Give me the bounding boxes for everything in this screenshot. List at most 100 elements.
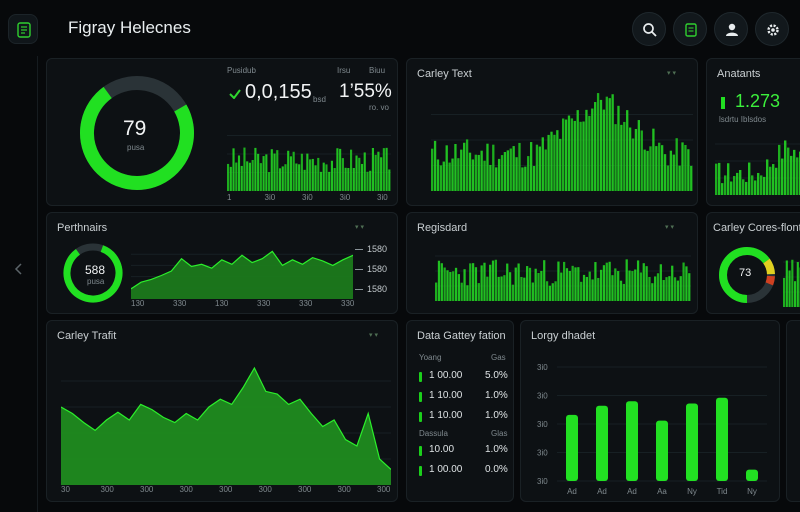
bar xyxy=(523,277,526,301)
bar xyxy=(303,169,306,191)
card-menu[interactable]: ▾ ▾ xyxy=(355,224,364,231)
bar xyxy=(317,157,320,191)
bar xyxy=(278,168,282,191)
bar xyxy=(515,157,518,191)
bar xyxy=(452,271,455,301)
bar xyxy=(659,264,662,301)
carley-text-card: Carley Text ▾ ▾ xyxy=(406,58,698,206)
bar xyxy=(596,405,608,481)
bar xyxy=(763,176,766,195)
bar xyxy=(268,172,271,191)
card-menu[interactable]: ▾ ▾ xyxy=(667,70,676,77)
gauge-sublabel: pusa xyxy=(127,143,145,152)
bar xyxy=(306,153,309,191)
gauge-card: 79 pusa Pusidub Irsu Biuu 0,0,155 bsd 1’… xyxy=(46,58,398,206)
bar xyxy=(736,172,739,195)
row-value: 1 00.00 xyxy=(429,370,463,381)
bar xyxy=(599,269,603,301)
bar xyxy=(314,165,317,191)
bar xyxy=(560,272,563,301)
bar-chart-2 xyxy=(431,93,693,191)
bar xyxy=(591,279,594,301)
bar xyxy=(227,163,230,191)
row-value: 1 10.00 xyxy=(429,410,463,421)
table-header2-left: Dassula xyxy=(419,429,448,438)
y-tick-label: 3i0 xyxy=(537,477,548,486)
bar xyxy=(550,131,553,191)
bar xyxy=(687,149,690,191)
bar xyxy=(672,154,675,191)
table-row[interactable]: 1 00.00 5.0% xyxy=(419,369,508,385)
row-percent: 1.0% xyxy=(485,390,508,401)
bar xyxy=(643,149,646,191)
table-row[interactable]: 1 10.00 1.0% xyxy=(419,389,508,405)
bar xyxy=(785,260,788,307)
bar xyxy=(543,260,546,301)
bar xyxy=(620,124,623,191)
bar xyxy=(754,180,757,195)
bar xyxy=(656,273,660,301)
bar xyxy=(617,271,620,301)
bar xyxy=(574,267,577,301)
bar xyxy=(796,157,799,195)
documents-button[interactable] xyxy=(673,12,707,46)
table-row[interactable]: 10.00 1.0% xyxy=(419,443,508,459)
bar xyxy=(582,274,586,301)
x-tick-label: 300 xyxy=(377,485,391,494)
bar xyxy=(739,169,742,195)
bar xyxy=(727,163,730,195)
bar xyxy=(514,267,517,301)
bar xyxy=(669,150,673,191)
bar xyxy=(582,121,585,191)
card-title: Carley Trafit xyxy=(57,330,117,342)
bar xyxy=(486,143,489,191)
bar xyxy=(605,262,608,301)
bar xyxy=(535,144,539,191)
bar xyxy=(538,146,542,191)
bar xyxy=(655,146,658,191)
top-bar: Figray Helecnes xyxy=(0,0,800,56)
bar xyxy=(489,164,492,191)
bar xyxy=(733,176,736,195)
bar xyxy=(631,138,635,191)
bar xyxy=(243,147,246,191)
chevron-left-icon[interactable] xyxy=(12,262,26,276)
bar xyxy=(557,261,560,301)
bar xyxy=(588,271,591,301)
x-tick-label: 3i0 xyxy=(377,193,388,202)
bar xyxy=(371,147,374,191)
bar xyxy=(541,137,544,191)
row-indicator xyxy=(419,412,422,422)
settings-button[interactable] xyxy=(755,12,789,46)
row-percent: 5.0% xyxy=(485,370,508,381)
app-title: Figray Helecnes xyxy=(68,18,191,37)
bar xyxy=(646,150,649,191)
bar xyxy=(474,267,478,301)
table-row[interactable]: 1 00.00 0.0% xyxy=(419,463,508,479)
bar xyxy=(440,263,443,301)
search-button[interactable] xyxy=(632,12,666,46)
row-indicator xyxy=(419,372,422,382)
bar xyxy=(565,268,569,301)
bar xyxy=(445,145,448,191)
bar xyxy=(509,148,512,191)
bar xyxy=(448,162,451,191)
area-chart-7 xyxy=(61,366,391,485)
bar xyxy=(579,121,582,191)
bar xyxy=(791,259,794,307)
bar xyxy=(494,259,497,301)
x-tick-label: 1 xyxy=(227,193,232,202)
bar xyxy=(662,280,665,301)
x-tick-label: 3i0 xyxy=(264,193,276,202)
profile-button[interactable] xyxy=(714,12,748,46)
card-menu[interactable]: ▾ ▾ xyxy=(369,332,378,339)
legend-swatch xyxy=(355,289,363,290)
card-menu[interactable]: ▾ ▾ xyxy=(665,224,674,231)
table-row[interactable]: 1 10.00 1.0% xyxy=(419,409,508,425)
table-header-left: Yoang xyxy=(419,353,442,362)
anatants-card: Anatants 1.273 lsdrtu Iblsdos xyxy=(706,58,800,206)
bar xyxy=(769,166,772,195)
bar xyxy=(570,118,574,191)
bar xyxy=(451,158,454,191)
app-logo[interactable] xyxy=(8,14,38,44)
